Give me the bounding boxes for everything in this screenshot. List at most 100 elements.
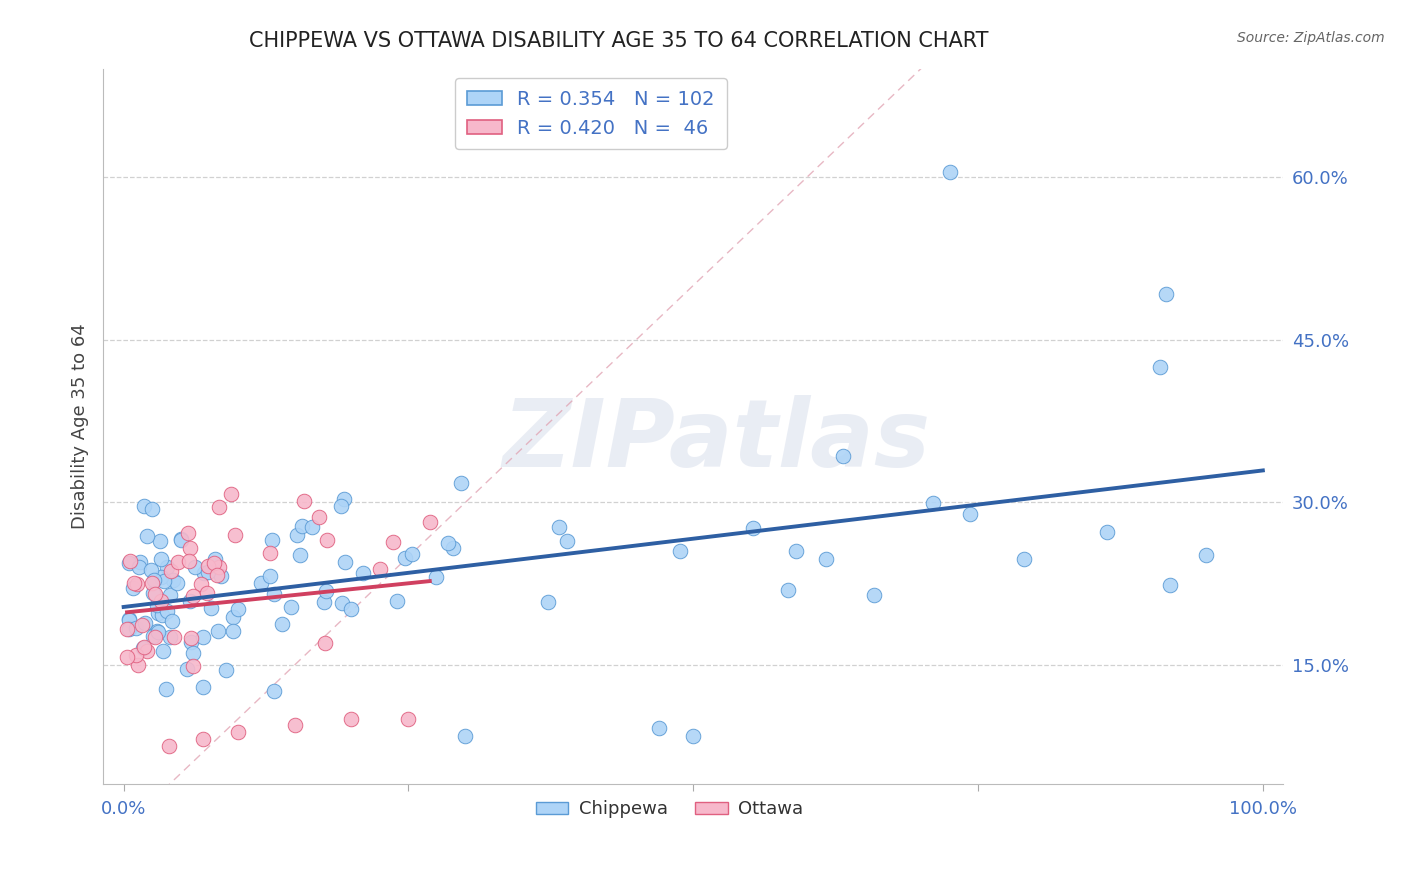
Point <box>153 574 176 588</box>
Point <box>157 739 180 754</box>
Point <box>120 554 142 568</box>
Point <box>263 587 285 601</box>
Point <box>394 550 416 565</box>
Point <box>1097 524 1119 539</box>
Point <box>226 602 249 616</box>
Point <box>425 570 447 584</box>
Point <box>1149 359 1171 374</box>
Point <box>181 658 204 673</box>
Point <box>259 569 281 583</box>
Point <box>142 573 165 587</box>
Point <box>149 533 172 548</box>
Point <box>668 543 690 558</box>
Point <box>209 569 232 583</box>
Point <box>938 164 960 178</box>
Point <box>131 617 153 632</box>
Point <box>145 587 167 601</box>
Point <box>190 577 212 591</box>
Text: CHIPPEWA VS OTTAWA DISABILITY AGE 35 TO 64 CORRELATION CHART: CHIPPEWA VS OTTAWA DISABILITY AGE 35 TO … <box>249 31 988 51</box>
Point <box>316 533 339 547</box>
Point <box>922 496 945 510</box>
Point <box>537 595 560 609</box>
Point <box>156 604 179 618</box>
Point <box>314 636 336 650</box>
Point <box>742 521 765 535</box>
Point <box>134 616 156 631</box>
Point <box>150 570 173 584</box>
Point <box>197 559 219 574</box>
Point <box>132 640 155 655</box>
Point <box>555 534 578 549</box>
Point <box>814 551 837 566</box>
Point <box>292 494 315 508</box>
Point <box>222 624 245 638</box>
Point <box>1195 548 1218 562</box>
Point <box>381 534 404 549</box>
Point <box>136 643 159 657</box>
Point <box>863 588 886 602</box>
Point <box>118 612 141 626</box>
Point <box>285 528 308 542</box>
Point <box>162 574 184 588</box>
Point <box>450 476 472 491</box>
Point <box>352 566 374 580</box>
Point <box>148 625 170 640</box>
Point <box>193 731 215 746</box>
Point <box>280 600 302 615</box>
Point <box>184 559 207 574</box>
Point <box>152 644 174 658</box>
Point <box>778 583 800 598</box>
Point <box>132 641 155 656</box>
Point <box>146 624 169 638</box>
Point <box>170 532 193 546</box>
Point <box>141 502 163 516</box>
Point <box>340 712 363 726</box>
Point <box>195 586 218 600</box>
Point <box>170 533 193 547</box>
Point <box>125 621 148 635</box>
Point <box>197 565 219 579</box>
Point <box>132 499 155 513</box>
Point <box>193 566 215 580</box>
Point <box>118 556 141 570</box>
Point <box>226 725 249 739</box>
Point <box>1012 551 1035 566</box>
Point <box>208 500 231 514</box>
Point <box>315 583 337 598</box>
Point <box>436 536 458 550</box>
Point <box>262 533 284 548</box>
Point <box>150 551 173 566</box>
Point <box>155 682 177 697</box>
Point <box>118 622 141 636</box>
Point <box>291 518 314 533</box>
Point <box>193 630 215 644</box>
Point <box>129 555 152 569</box>
Point <box>330 499 353 513</box>
Point <box>159 630 181 644</box>
Point <box>333 492 356 507</box>
Point <box>124 576 146 591</box>
Point <box>396 712 419 726</box>
Point <box>141 576 163 591</box>
Point <box>308 510 330 524</box>
Point <box>121 581 143 595</box>
Point <box>368 562 391 576</box>
Point <box>385 594 408 608</box>
Point <box>202 556 225 570</box>
Point <box>142 586 165 600</box>
Point <box>283 718 305 732</box>
Point <box>146 598 169 612</box>
Point <box>548 520 571 534</box>
Point <box>159 564 181 578</box>
Y-axis label: Disability Age 35 to 64: Disability Age 35 to 64 <box>72 324 89 529</box>
Point <box>160 614 183 628</box>
Point <box>419 516 441 530</box>
Point <box>118 613 141 627</box>
Point <box>259 546 281 560</box>
Point <box>125 576 148 591</box>
Point <box>682 729 704 743</box>
Point <box>159 589 181 603</box>
Point <box>139 563 162 577</box>
Point <box>127 658 149 673</box>
Point <box>181 646 204 660</box>
